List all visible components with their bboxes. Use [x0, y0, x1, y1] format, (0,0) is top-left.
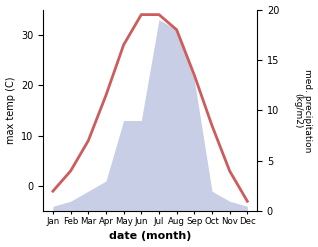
Y-axis label: max temp (C): max temp (C)	[5, 77, 16, 144]
Y-axis label: med. precipitation
(kg/m2): med. precipitation (kg/m2)	[293, 69, 313, 152]
X-axis label: date (month): date (month)	[109, 231, 191, 242]
